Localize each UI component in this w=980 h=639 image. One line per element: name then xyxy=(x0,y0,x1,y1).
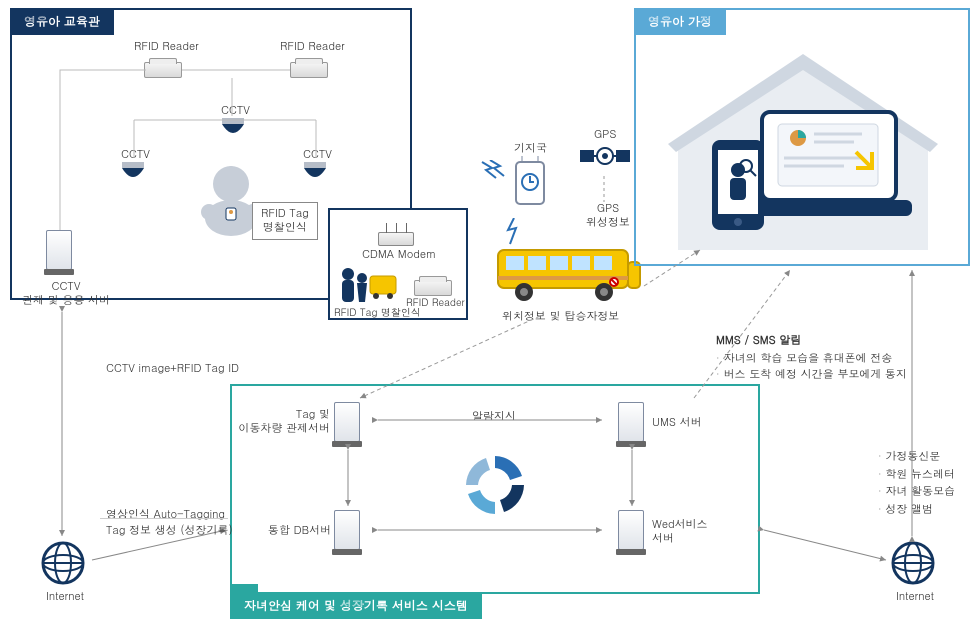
service-arrows xyxy=(230,384,760,594)
home-list: 가정통신문 학원 뉴스레터 자녀 활동모습 성장 앨범 xyxy=(878,448,955,518)
internet-label: Internet xyxy=(46,590,84,604)
home-list-item: 자녀 활동모습 xyxy=(878,483,955,501)
lightning-icon xyxy=(478,160,506,180)
panel-service-label-bottom: 자녀안심 케어 및 성장기록 서비스 시스템 xyxy=(230,592,482,619)
mms-item: ·버스 도착 예정 시간을 부모에게 통지 xyxy=(716,368,907,382)
smartphone-icon xyxy=(706,136,770,236)
home-list-item: 학원 뉴스레터 xyxy=(878,466,955,484)
mms-item-text: 자녀의 학습 모습을 휴대폰에 전송 xyxy=(724,351,893,366)
rfid-tag-badge-label: RFID Tag 명찰인식 xyxy=(334,306,421,319)
globe-icon xyxy=(40,540,86,586)
panel-home-label: 영유아 가정 xyxy=(634,8,726,35)
basestation-label: 기지국 xyxy=(514,142,547,156)
mms-title: MMS / SMS 알림 xyxy=(716,334,801,348)
internet-label: Internet xyxy=(896,590,934,604)
gps-dashed-line xyxy=(600,176,608,202)
panel-edu-label: 영유아 교육관 xyxy=(10,8,114,35)
people-bus-icon xyxy=(336,264,398,306)
rfid-reader-icon xyxy=(414,280,452,296)
globe-icon xyxy=(890,540,936,586)
home-list-item: 성장 앨범 xyxy=(878,501,955,519)
cdma-modem-label: CDMA Modem xyxy=(362,248,436,262)
autotag-label-1: 영상인식 Auto-Tagging xyxy=(106,508,225,522)
cctv-flow-label: CCTV image+RFID Tag ID xyxy=(106,362,239,376)
cdma-modem-icon xyxy=(378,232,414,246)
gps-info-label: GPS 위성정보 xyxy=(586,202,630,231)
mms-item: ·자녀의 학습 모습을 휴대폰에 전송 xyxy=(716,352,892,366)
divider xyxy=(100,518,228,519)
autotag-label-2: Tag 정보 생성 (성장기록) xyxy=(106,524,233,538)
gps-satellite-icon xyxy=(578,142,632,176)
home-list-item: 가정통신문 xyxy=(878,448,955,466)
gps-label: GPS xyxy=(594,128,616,142)
mms-item-text: 버스 도착 예정 시간을 부모에게 통지 xyxy=(724,367,907,382)
basestation-icon xyxy=(510,156,550,208)
bus-info-label: 위치정보 및 탑승자정보 xyxy=(502,310,619,324)
school-bus-icon xyxy=(494,242,644,308)
